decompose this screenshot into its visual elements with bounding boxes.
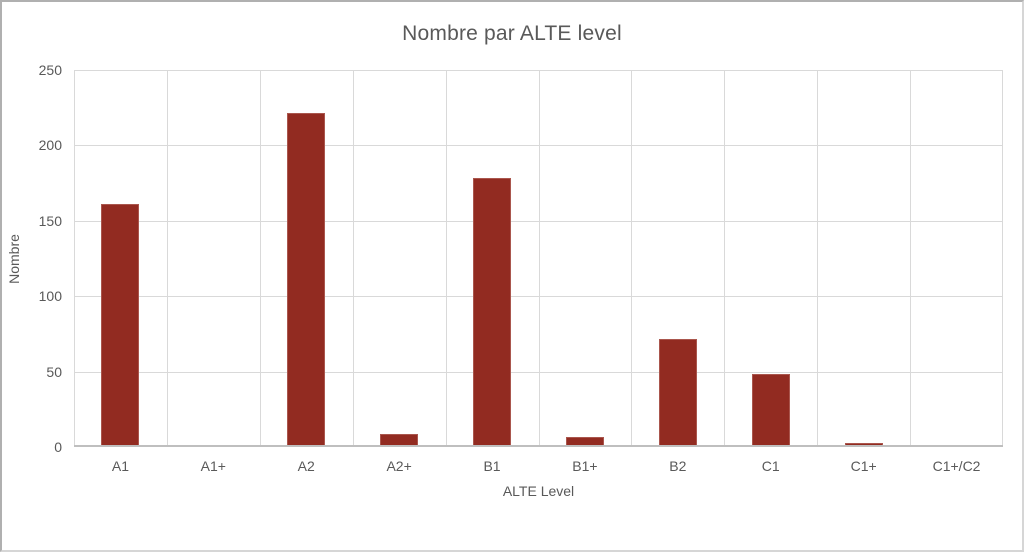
y-tick-label: 150 [38,212,62,229]
gridline-horizontal [74,220,1003,222]
x-tick-label: A2 [297,458,315,474]
chart-title: Nombre par ALTE level [402,22,622,45]
gridline-horizontal [74,371,1003,373]
bar-A1 [101,203,140,445]
gridline-horizontal [74,296,1003,298]
y-tick-label: 50 [46,363,62,380]
gridline-vertical [446,70,447,447]
bar-B1 [473,178,512,445]
bar-B1+ [565,437,604,445]
x-tick-label: B1 [483,458,501,474]
x-tick-label: A1+ [200,458,226,474]
plot-area [74,70,1003,447]
gridline-horizontal [74,70,1003,71]
x-tick-label: B2 [669,458,687,474]
gridline-vertical [353,70,354,447]
x-axis-line [74,445,1003,447]
gridline-horizontal [74,145,1003,147]
gridline-vertical [167,70,168,447]
bar-C1+ [844,443,883,445]
y-tick-label: 100 [38,288,62,305]
x-tick-label: B1+ [572,458,598,474]
bar-A2 [287,113,326,445]
x-tick-label: A1 [111,458,129,474]
gridline-vertical [1002,70,1003,447]
x-tick-label: C1+ [850,458,877,474]
y-axis-title: Nombre [6,234,22,284]
x-tick-label: A2+ [386,458,412,474]
y-tick-label: 200 [38,137,62,154]
gridline-vertical [817,70,818,447]
gridline-vertical [539,70,540,447]
gridline-vertical [631,70,632,447]
bar-C1 [751,374,790,445]
gridline-vertical [910,70,911,447]
bar-B2 [658,339,697,445]
x-axis-title: ALTE Level [502,483,575,499]
x-tick-label: C1 [761,458,780,474]
y-tick-label: 250 [38,62,62,78]
x-tick-label: C1+/C2 [932,458,981,474]
gridline-vertical [724,70,725,447]
y-tick-label: 0 [54,439,62,455]
bar-A2+ [380,434,419,445]
gridline-vertical [74,70,75,447]
gridline-vertical [260,70,261,447]
